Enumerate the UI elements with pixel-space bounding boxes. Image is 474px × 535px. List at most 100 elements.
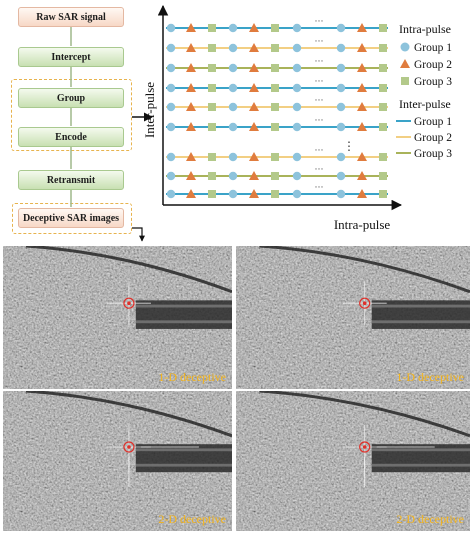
circle-marker-icon: [400, 42, 410, 52]
circle-marker-icon: [228, 189, 238, 199]
triangle-marker-icon: [186, 102, 196, 111]
sar-image-canvas: [3, 391, 232, 531]
legend-intra-group-2: Group 2: [400, 59, 452, 71]
square-marker-icon: [271, 103, 279, 111]
circle-marker-icon: [166, 102, 176, 112]
triangle-marker-icon: [357, 122, 367, 131]
triangle-marker-icon: [186, 83, 196, 92]
target-point: [362, 301, 367, 305]
sar-image-canvas: [3, 246, 232, 389]
square-marker-icon: [379, 190, 387, 198]
sar-image-bottom-right: 2-D deceptive: [236, 391, 470, 531]
deceptive-images-dashed-frame: [12, 203, 132, 234]
arrow-to-images: [132, 227, 145, 242]
legend-intra-group-3: Group 3: [401, 76, 452, 88]
square-marker-icon: [208, 172, 216, 180]
circle-marker-icon: [336, 23, 346, 33]
circle-marker-icon: [166, 152, 176, 162]
runway-marking: [135, 448, 232, 452]
target-point: [127, 301, 131, 305]
sar-image-top-left: 1-D deceptive: [3, 246, 232, 389]
legend-intra-title: Intra-pulse: [399, 22, 451, 36]
square-marker-icon: [379, 172, 387, 180]
target-marker-icon: [123, 441, 135, 453]
triangle-marker-icon: [249, 122, 259, 131]
triangle-marker-icon: [186, 152, 196, 161]
legend-inter-group-1: Group 1: [396, 116, 452, 128]
circle-marker-icon: [166, 122, 176, 132]
square-marker-icon: [208, 24, 216, 32]
square-marker-icon: [208, 44, 216, 52]
square-marker-icon: [271, 153, 279, 161]
image-caption: 2-D deceptive: [396, 512, 464, 526]
triangle-marker-icon: [357, 43, 367, 52]
circle-marker-icon: [228, 122, 238, 132]
flow-step-retransmit: Retransmit: [18, 170, 124, 190]
triangle-marker-icon: [249, 152, 259, 161]
triangle-marker-icon: [186, 171, 196, 180]
legend-intra-group-1: Group 1: [400, 42, 452, 54]
runway-marking: [135, 304, 232, 308]
ellipsis: ···: [315, 182, 324, 192]
sar-image-canvas: [236, 391, 470, 531]
pulse-row: ···: [166, 16, 388, 33]
triangle-marker-icon: [357, 171, 367, 180]
circle-marker-icon: [292, 102, 302, 112]
image-caption: 1-D deceptive: [158, 370, 226, 384]
circle-marker-icon: [166, 23, 176, 33]
legend-inter-group-2: Group 2: [396, 132, 452, 144]
ellipsis: ···: [315, 95, 324, 105]
legend-label: Group 1: [414, 42, 452, 54]
square-marker-icon: [379, 123, 387, 131]
flow-connectors: [70, 27, 153, 242]
circle-marker-icon: [228, 43, 238, 53]
ellipsis: ···: [315, 16, 324, 26]
runway-marking: [371, 448, 470, 452]
circle-marker-icon: [228, 63, 238, 73]
target-point: [127, 445, 131, 449]
circle-marker-icon: [292, 43, 302, 53]
pulse-row: ···: [166, 56, 388, 73]
pulse-row: ···: [166, 115, 388, 132]
circle-marker-icon: [228, 83, 238, 93]
triangle-marker-icon: [186, 189, 196, 198]
square-marker-icon: [401, 77, 409, 85]
circle-marker-icon: [336, 189, 346, 199]
square-marker-icon: [379, 103, 387, 111]
pulse-row: ···: [166, 76, 388, 93]
ellipsis: ···: [315, 56, 324, 66]
sar-image-bottom-left: 2-D deceptive: [3, 391, 232, 531]
square-marker-icon: [271, 64, 279, 72]
triangle-marker-icon: [249, 43, 259, 52]
legend: Intra-pulse Group 1 Group 2 Group 3 Inte…: [396, 22, 452, 160]
circle-marker-icon: [336, 43, 346, 53]
road: [259, 246, 470, 294]
circle-marker-icon: [292, 63, 302, 73]
target-point: [362, 445, 367, 449]
vertical-ellipsis: ⋮: [343, 139, 355, 153]
flow-step-group: Group: [18, 88, 124, 108]
triangle-marker-icon: [186, 43, 196, 52]
square-marker-icon: [379, 64, 387, 72]
ellipsis: ···: [315, 115, 324, 125]
runway-marking: [135, 320, 232, 324]
triangle-marker-icon: [357, 83, 367, 92]
triangle-marker-icon: [249, 83, 259, 92]
triangle-marker-icon: [249, 23, 259, 32]
pulse-row: ···: [166, 95, 388, 112]
target-marker-icon: [359, 441, 371, 453]
runway-marking: [371, 304, 470, 308]
square-marker-icon: [379, 153, 387, 161]
legend-inter-group-3: Group 3: [396, 148, 452, 160]
square-marker-icon: [379, 24, 387, 32]
triangle-marker-icon: [249, 171, 259, 180]
pulse-row: ···: [166, 164, 388, 181]
triangle-marker-icon: [357, 23, 367, 32]
ellipsis: ···: [315, 145, 324, 155]
circle-marker-icon: [336, 63, 346, 73]
legend-label: Group 2: [414, 132, 452, 144]
circle-marker-icon: [166, 83, 176, 93]
square-marker-icon: [379, 84, 387, 92]
ellipsis: ···: [315, 164, 324, 174]
road: [25, 246, 232, 294]
